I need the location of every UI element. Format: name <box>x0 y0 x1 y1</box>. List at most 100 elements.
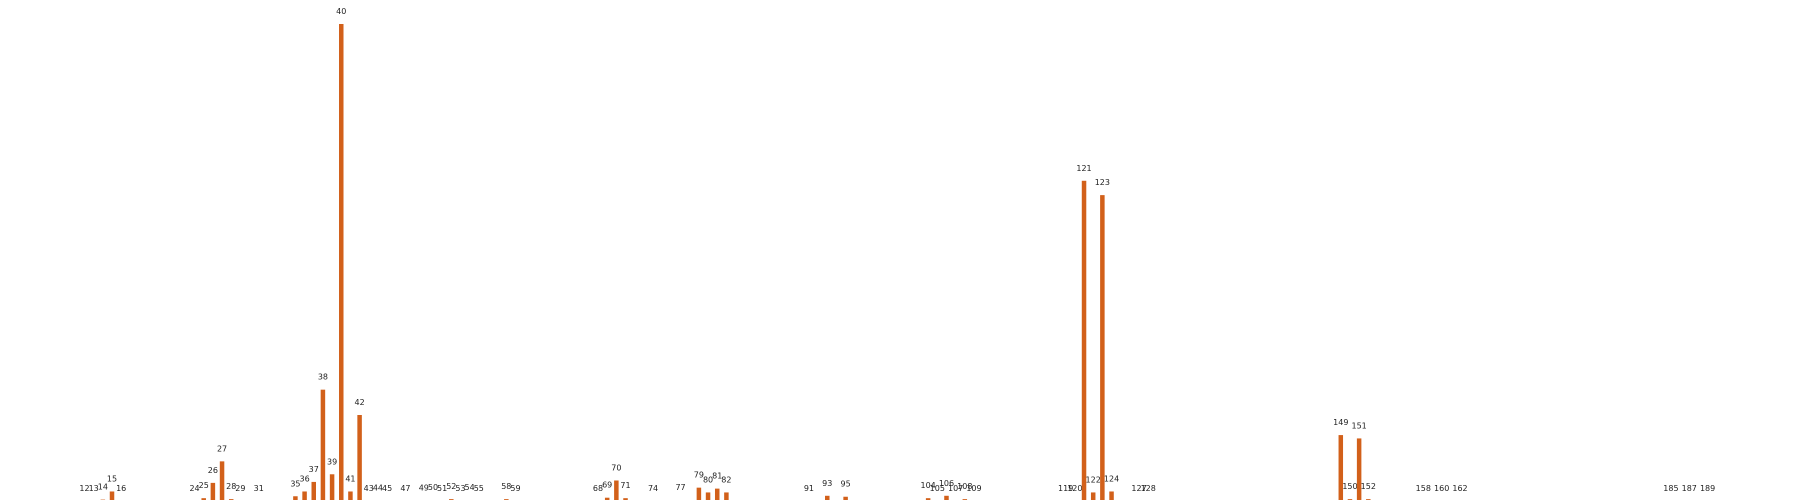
bar-123 <box>1100 195 1105 500</box>
bar-label-25: 25 <box>199 481 209 490</box>
bar-label-43: 43 <box>364 484 374 493</box>
bar-label-53: 53 <box>455 484 465 493</box>
bar-label-105: 105 <box>930 484 945 493</box>
bar-93 <box>825 495 830 500</box>
bar-149 <box>1338 435 1344 500</box>
bar-label-77: 77 <box>675 483 685 492</box>
bar-label-93: 93 <box>822 479 832 488</box>
bar-label-82: 82 <box>721 475 731 484</box>
bar-15 <box>109 491 115 500</box>
bar-label-13: 13 <box>89 484 99 493</box>
bar-label-158: 158 <box>1416 484 1431 493</box>
bar-label-106: 106 <box>939 479 954 488</box>
bar-27 <box>219 461 225 500</box>
bar-label-29: 29 <box>235 484 245 493</box>
bar-label-59: 59 <box>510 484 520 493</box>
bar-label-50: 50 <box>428 483 438 492</box>
bar-25 <box>201 498 206 500</box>
bar-label-51: 51 <box>437 484 447 493</box>
bar-label-74: 74 <box>648 484 658 493</box>
bar-label-127: 127 <box>1131 484 1146 493</box>
bar-label-79: 79 <box>694 471 704 480</box>
bar-106 <box>944 495 949 500</box>
bar-label-31: 31 <box>254 484 264 493</box>
bar-label-162: 162 <box>1452 484 1467 493</box>
bar-label-151: 151 <box>1351 421 1366 430</box>
bar-label-55: 55 <box>474 484 484 493</box>
bar-label-68: 68 <box>593 484 603 493</box>
bar-label-26: 26 <box>208 466 218 475</box>
bar-40 <box>339 24 344 500</box>
bar-81 <box>714 488 720 500</box>
bar-35 <box>293 496 298 500</box>
bar-95 <box>843 496 848 500</box>
bar-label-41: 41 <box>345 474 355 483</box>
bar-69 <box>604 497 610 500</box>
bar-label-38: 38 <box>318 373 328 382</box>
bar-121 <box>1081 180 1087 500</box>
bar-label-109: 109 <box>966 484 981 493</box>
bar-label-70: 70 <box>611 463 621 472</box>
bar-label-119: 119 <box>1058 484 1073 493</box>
bar-label-27: 27 <box>217 444 227 453</box>
bar-label-39: 39 <box>327 457 337 466</box>
bar-41 <box>348 491 353 500</box>
bar-label-108: 108 <box>957 482 972 491</box>
bar-39 <box>329 474 335 500</box>
bar-151 <box>1356 438 1362 500</box>
bar-label-150: 150 <box>1342 482 1357 491</box>
bar-label-54: 54 <box>465 483 475 492</box>
bar-label-123: 123 <box>1095 178 1110 187</box>
bar-label-152: 152 <box>1361 482 1376 491</box>
bar-36 <box>302 491 307 500</box>
bar-label-52: 52 <box>446 482 456 491</box>
bar-label-91: 91 <box>804 484 814 493</box>
bar-label-16: 16 <box>116 484 126 493</box>
bar-label-28: 28 <box>226 482 236 491</box>
bar-label-128: 128 <box>1141 484 1156 493</box>
bar-label-189: 189 <box>1700 484 1715 493</box>
bar-label-15: 15 <box>107 474 117 483</box>
bar-37 <box>311 481 316 500</box>
bar-70 <box>614 480 619 500</box>
bar-label-69: 69 <box>602 481 612 490</box>
bar-label-81: 81 <box>712 472 722 481</box>
bar-label-187: 187 <box>1682 484 1697 493</box>
bar-label-40: 40 <box>336 7 346 16</box>
bar-38 <box>320 389 326 500</box>
bar-label-95: 95 <box>841 480 851 489</box>
bar-label-160: 160 <box>1434 484 1449 493</box>
bar-79 <box>696 487 702 500</box>
bar-label-71: 71 <box>620 481 630 490</box>
bar-label-47: 47 <box>400 484 410 493</box>
bar-label-49: 49 <box>419 484 429 493</box>
bar-label-37: 37 <box>309 465 319 474</box>
bar-label-122: 122 <box>1086 475 1101 484</box>
bar-label-12: 12 <box>79 484 89 493</box>
bar-label-120: 120 <box>1067 484 1082 493</box>
bar-26 <box>210 482 216 500</box>
bar-label-58: 58 <box>501 482 511 491</box>
bar-label-35: 35 <box>290 479 300 488</box>
bar-label-185: 185 <box>1663 484 1678 493</box>
bar-label-80: 80 <box>703 475 713 484</box>
bar-label-24: 24 <box>189 484 199 493</box>
bar-label-149: 149 <box>1333 418 1348 427</box>
bar-label-36: 36 <box>299 474 309 483</box>
bar-label-107: 107 <box>948 484 963 493</box>
bar-label-104: 104 <box>920 481 935 490</box>
bar-82 <box>724 492 729 500</box>
bar-label-45: 45 <box>382 484 392 493</box>
bar-80 <box>705 492 711 500</box>
bar-label-44: 44 <box>373 484 383 493</box>
bar-124 <box>1109 491 1114 500</box>
bar-label-14: 14 <box>98 483 108 492</box>
bar-label-124: 124 <box>1104 474 1119 483</box>
bar-104 <box>925 498 931 500</box>
bar-71 <box>623 498 628 500</box>
bar-label-42: 42 <box>355 398 365 407</box>
bar-122 <box>1090 492 1096 500</box>
bar-label-121: 121 <box>1076 164 1091 173</box>
